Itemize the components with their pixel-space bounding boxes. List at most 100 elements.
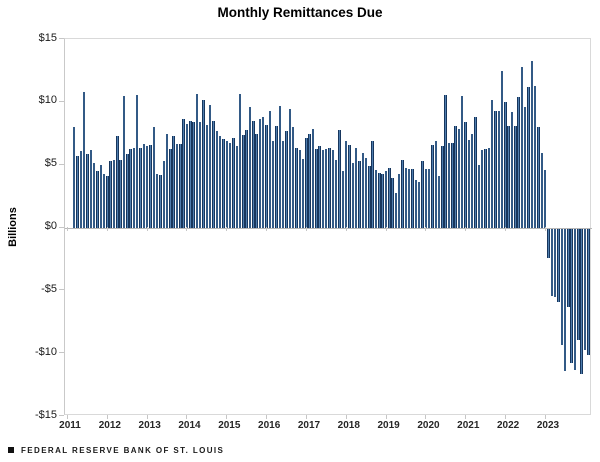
zero-axis-tick-mark — [465, 227, 467, 231]
bar — [116, 136, 119, 228]
bar — [232, 137, 235, 228]
zero-axis-tick-mark — [345, 227, 347, 231]
bar — [73, 127, 76, 228]
zero-axis-tick-mark — [305, 227, 307, 231]
bar — [527, 87, 530, 228]
x-tick-mark — [106, 415, 108, 419]
bar — [351, 162, 355, 228]
x-tick-mark — [305, 415, 307, 419]
bar — [467, 140, 471, 228]
bar — [381, 173, 384, 228]
bar — [470, 133, 474, 228]
y-tick-mark — [59, 163, 64, 165]
bar — [477, 165, 481, 228]
bar — [318, 146, 321, 228]
bar — [126, 153, 129, 228]
bar — [451, 142, 454, 228]
bar — [142, 143, 146, 228]
zero-axis-tick-mark — [266, 227, 268, 231]
bar — [152, 127, 156, 228]
bar — [162, 161, 165, 228]
y-tick-label: $5 — [44, 157, 57, 170]
bar — [308, 133, 311, 228]
zero-axis-tick-mark — [67, 227, 68, 231]
bar — [550, 229, 554, 296]
bar — [165, 133, 169, 228]
bar — [504, 102, 507, 228]
bar — [238, 93, 242, 228]
bar — [335, 160, 338, 228]
bar — [374, 170, 378, 228]
x-tick-mark — [67, 415, 68, 419]
bar — [82, 92, 86, 228]
x-tick-mark — [425, 415, 427, 419]
bar — [268, 111, 272, 228]
bar — [109, 161, 112, 228]
x-tick-mark — [505, 415, 507, 419]
bar — [205, 124, 209, 228]
bar — [228, 142, 232, 228]
bar — [325, 148, 328, 228]
bar — [252, 121, 255, 228]
bar — [497, 111, 500, 228]
x-tick-label: 2011 — [59, 420, 81, 431]
bar — [258, 118, 262, 228]
bar — [155, 173, 159, 228]
bar — [96, 171, 99, 228]
bar — [520, 67, 524, 228]
bar — [89, 150, 93, 228]
bar — [348, 145, 351, 228]
bar — [119, 160, 122, 228]
bar — [494, 111, 497, 228]
bar — [517, 97, 520, 228]
x-tick-label: 2019 — [377, 420, 400, 431]
y-tick-label: -$5 — [41, 282, 57, 295]
bar — [487, 147, 490, 228]
bar — [341, 171, 345, 228]
bar — [235, 146, 238, 228]
bar — [567, 229, 570, 307]
bar — [437, 176, 441, 228]
bar — [553, 229, 557, 297]
bar — [507, 126, 510, 228]
bar — [338, 129, 341, 228]
bar — [447, 142, 451, 228]
bar — [580, 229, 583, 374]
bar — [537, 127, 540, 228]
bar — [76, 156, 79, 228]
bar — [199, 122, 202, 228]
bar — [169, 148, 172, 228]
x-tick-label: 2015 — [218, 420, 241, 431]
bar — [457, 128, 461, 228]
bar — [311, 128, 315, 228]
bar — [394, 192, 398, 228]
square-bullet-icon — [8, 447, 14, 453]
bar — [560, 229, 563, 345]
bar — [159, 175, 162, 228]
bar — [530, 60, 534, 228]
x-tick-label: 2012 — [98, 420, 121, 431]
bar — [139, 147, 142, 228]
bar — [291, 127, 295, 228]
bar — [262, 117, 265, 228]
bar — [271, 141, 275, 228]
bar — [540, 152, 544, 228]
bar — [208, 104, 212, 228]
bar — [577, 229, 580, 340]
bar — [421, 161, 424, 228]
x-tick-mark — [345, 415, 347, 419]
bar — [461, 96, 464, 228]
zero-axis-tick-mark — [226, 227, 228, 231]
y-tick-label: $15 — [38, 31, 57, 44]
bar — [278, 106, 282, 228]
bar — [129, 148, 132, 228]
bar — [248, 107, 252, 228]
bar — [145, 146, 149, 228]
bar — [99, 165, 102, 228]
bar — [149, 145, 152, 228]
bar — [212, 121, 215, 228]
bar — [500, 70, 504, 228]
bar — [285, 131, 288, 228]
source-label: FEDERAL RESERVE BANK OF ST. LOUIS — [21, 445, 225, 455]
